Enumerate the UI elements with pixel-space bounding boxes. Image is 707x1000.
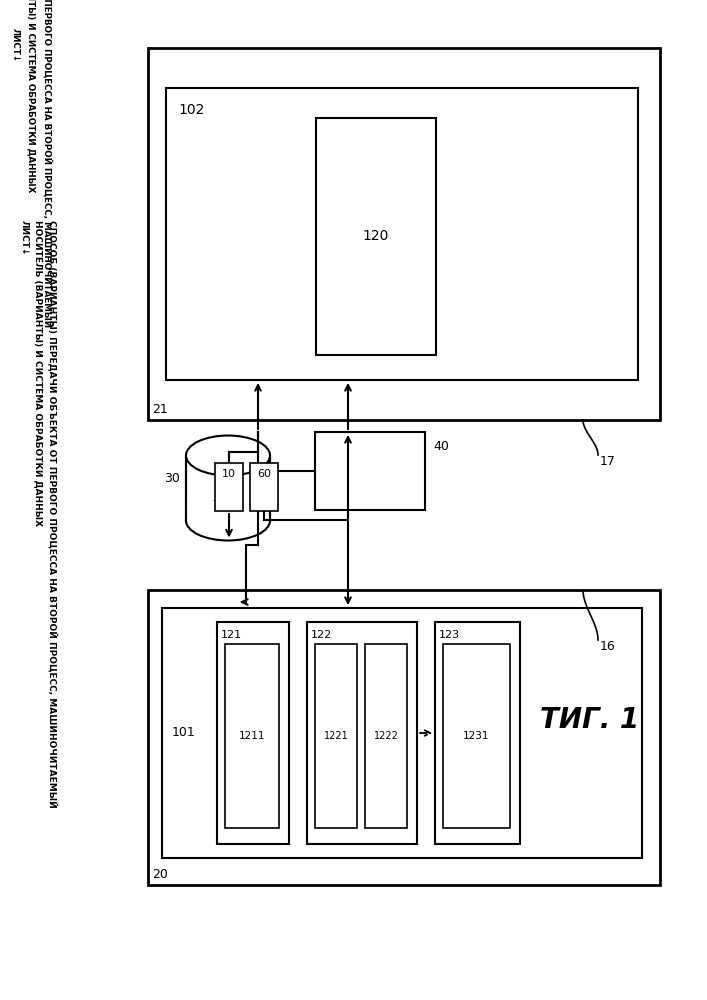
Text: 123: 123 xyxy=(439,630,460,640)
Text: 16: 16 xyxy=(600,640,616,653)
Text: 17: 17 xyxy=(600,455,616,468)
Text: ЛИСТ↓: ЛИСТ↓ xyxy=(11,28,20,62)
Bar xyxy=(185,500,271,520)
Bar xyxy=(186,456,270,520)
Text: 30: 30 xyxy=(164,472,180,485)
Text: 20: 20 xyxy=(152,868,168,881)
Text: СПОСОБ (ВАРИАНТЫ) ПЕРЕДАЧИ ОБЪЕКТА ОТ ПЕРВОГО ПРОЦЕССА НА ВТОРОЙ ПРОЦЕСС, МАШИНО: СПОСОБ (ВАРИАНТЫ) ПЕРЕДАЧИ ОБЪЕКТА ОТ ПЕ… xyxy=(42,0,52,328)
Bar xyxy=(225,644,279,828)
Text: 121: 121 xyxy=(221,630,242,640)
Text: 102: 102 xyxy=(178,103,204,117)
Text: 1221: 1221 xyxy=(324,731,349,741)
Text: 122: 122 xyxy=(311,630,332,640)
Bar xyxy=(250,463,278,511)
Bar xyxy=(148,48,660,420)
Text: 1222: 1222 xyxy=(373,731,399,741)
Text: 120: 120 xyxy=(363,230,389,243)
Bar xyxy=(166,88,638,380)
Text: 1211: 1211 xyxy=(239,731,265,741)
Text: ЛИСТ↓: ЛИСТ↓ xyxy=(20,220,28,255)
Ellipse shape xyxy=(186,436,270,476)
Ellipse shape xyxy=(186,500,270,540)
Text: 21: 21 xyxy=(152,403,168,416)
Bar xyxy=(162,608,642,858)
Text: 101: 101 xyxy=(172,726,196,740)
Text: ΤИГ. 1: ΤИГ. 1 xyxy=(540,706,640,734)
Bar xyxy=(365,644,407,828)
Text: НОСИТЕЛЬ (ВАРИАНТЫ) И СИСТЕМА ОБРАБОТКИ ДАННЫХ: НОСИТЕЛЬ (ВАРИАНТЫ) И СИСТЕМА ОБРАБОТКИ … xyxy=(33,220,42,526)
Bar xyxy=(307,622,417,844)
Bar xyxy=(316,118,436,355)
Text: 40: 40 xyxy=(433,440,449,453)
Bar xyxy=(315,432,425,510)
Bar xyxy=(217,622,289,844)
Text: НОСИТЕЛЬ (ВАРИАНТЫ) И СИСТЕМА ОБРАБОТКИ ДАННЫХ: НОСИТЕЛЬ (ВАРИАНТЫ) И СИСТЕМА ОБРАБОТКИ … xyxy=(27,0,36,192)
Text: СПОСОБ (ВАРИАНТЫ) ПЕРЕДАЧИ ОБЪЕКТА ОТ ПЕРВОГО ПРОЦЕССА НА ВТОРОЙ ПРОЦЕСС, МАШИНО: СПОСОБ (ВАРИАНТЫ) ПЕРЕДАЧИ ОБЪЕКТА ОТ ПЕ… xyxy=(47,220,57,808)
Bar xyxy=(315,644,357,828)
Bar xyxy=(435,622,520,844)
Bar xyxy=(443,644,510,828)
Text: 60: 60 xyxy=(257,469,271,479)
Bar xyxy=(215,463,243,511)
Bar xyxy=(148,590,660,885)
Text: 10: 10 xyxy=(222,469,236,479)
Text: 1231: 1231 xyxy=(463,731,490,741)
